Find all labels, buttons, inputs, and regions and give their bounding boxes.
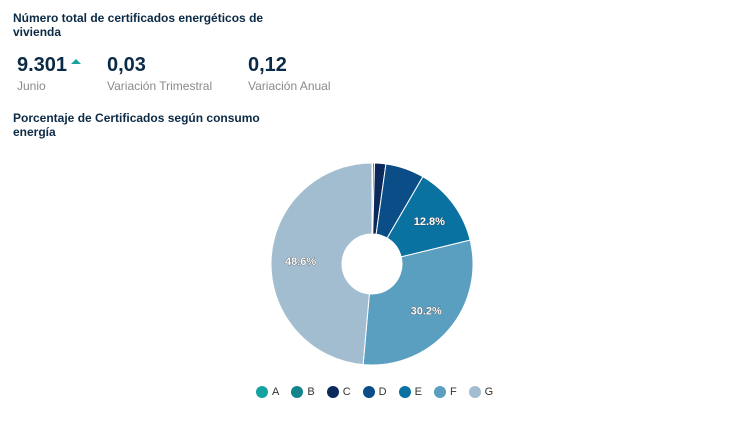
legend-label-c: C (342, 386, 351, 398)
kpi-annual-label: Variación Anual (248, 79, 331, 93)
legend-item-e[interactable]: E (398, 386, 422, 398)
kpi-quarterly-value: 0,03 (107, 54, 146, 76)
legend-label-d: D (378, 386, 387, 398)
legend-marker-d (362, 386, 375, 398)
page-title: Número total de certificados energéticos… (13, 11, 264, 39)
legend-item-b[interactable]: B (291, 386, 315, 398)
kpi-annual: 0,12 Variación Anual (248, 54, 331, 93)
kpi-quarterly-label: Variación Trimestral (107, 79, 213, 93)
legend-item-a[interactable]: A (256, 386, 279, 398)
legend-label-e: E (414, 386, 422, 398)
legend-item-f[interactable]: F (433, 386, 457, 398)
legend-label-g: G (484, 386, 494, 398)
chart-legend: A B C D E F G (256, 386, 505, 398)
legend-label-a: A (272, 386, 280, 398)
chart-title: Porcentaje de Certificados según consumo… (13, 111, 260, 139)
slice-label-e: 12.8% (414, 216, 445, 228)
legend-marker-c (326, 386, 339, 398)
pie-slice-f[interactable] (362, 239, 474, 366)
pie-slice-g[interactable] (270, 162, 373, 366)
legend-marker-e (398, 386, 411, 398)
slice-label-g: 48.6% (285, 256, 316, 268)
legend-label-f: F (449, 386, 457, 398)
legend-marker-b (291, 386, 304, 398)
legend-item-g[interactable]: G (468, 386, 494, 398)
legend-item-c[interactable]: C (326, 386, 351, 398)
arrow-up-icon (71, 59, 82, 65)
kpi-quarterly: 0,03 Variación Trimestral (107, 54, 212, 93)
legend-item-d[interactable]: D (362, 386, 387, 398)
legend-marker-a (256, 386, 268, 398)
legend-label-b: B (307, 386, 315, 398)
kpi-annual-value: 0,12 (248, 54, 287, 76)
kpi-total-value: 9.301 (17, 54, 68, 76)
kpi-total-label: Junio (17, 79, 46, 93)
legend-marker-f (433, 386, 446, 398)
kpi-total: 9.301 Junio (17, 54, 82, 93)
legend-marker-g (468, 386, 481, 398)
slice-label-f: 30.2% (411, 306, 442, 318)
